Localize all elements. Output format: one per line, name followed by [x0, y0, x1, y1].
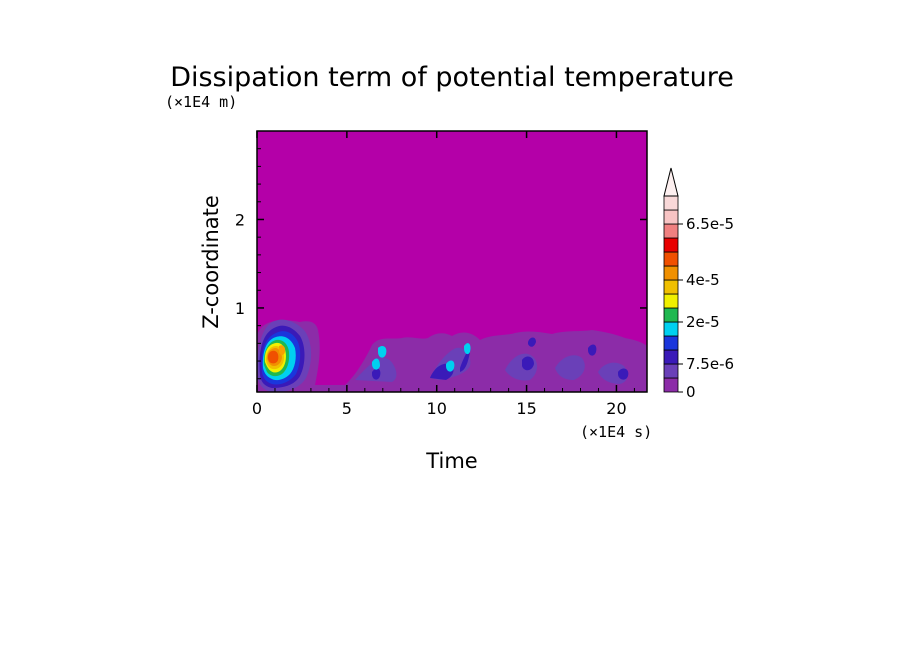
colorbar-segment — [663, 195, 679, 211]
y-tick-label: 2 — [235, 210, 245, 229]
y-axis-ticks: 12 — [235, 148, 647, 380]
y-tick-label: 1 — [235, 299, 245, 318]
colorbar-extend-arrow — [663, 167, 679, 197]
contour-level-3 — [372, 337, 629, 380]
plot-area — [257, 131, 647, 392]
x-tick-label: 20 — [606, 399, 626, 418]
main-dissipation-cell — [257, 319, 312, 392]
low-level-band — [257, 320, 647, 392]
x-axis-ticks: 0 5 10 15 20 — [252, 131, 635, 418]
colorbar-segment — [663, 265, 679, 281]
colorbar-label: 6.5e-5 — [686, 215, 734, 233]
colorbar: 0 7.5e-6 2e-5 4e-5 6.5e-5 — [663, 167, 734, 401]
colorbar-segment — [663, 237, 679, 253]
colorbar-segment — [663, 279, 679, 295]
colorbar-label: 4e-5 — [686, 271, 720, 289]
colorbar-label: 2e-5 — [686, 313, 720, 331]
x-axis-unit: (×1E4 s) — [580, 423, 652, 441]
colorbar-label: 0 — [686, 383, 696, 401]
colorbar-segment — [663, 209, 679, 225]
colorbar-segment — [663, 223, 679, 239]
x-tick-label: 10 — [427, 399, 447, 418]
y-axis-label: Z-coordinate — [199, 195, 223, 329]
y-axis-unit: (×1E4 m) — [165, 93, 237, 111]
x-tick-label: 5 — [342, 399, 352, 418]
colorbar-segment — [663, 293, 679, 309]
colorbar-segment — [663, 251, 679, 267]
x-tick-label: 0 — [252, 399, 262, 418]
colorbar-label: 7.5e-6 — [686, 355, 734, 373]
colorbar-segment — [663, 335, 679, 351]
plot-frame — [256, 130, 648, 393]
x-tick-label: 15 — [516, 399, 536, 418]
x-axis-label: Time — [425, 449, 477, 473]
contour-level-2 — [355, 347, 628, 384]
chart-title: Dissipation term of potential temperatur… — [170, 62, 734, 93]
colorbar-segment — [663, 377, 679, 393]
colorbar-segment — [663, 307, 679, 323]
colorbar-segment — [663, 363, 679, 379]
colorbar-segment — [663, 321, 679, 337]
colorbar-segment — [663, 349, 679, 365]
